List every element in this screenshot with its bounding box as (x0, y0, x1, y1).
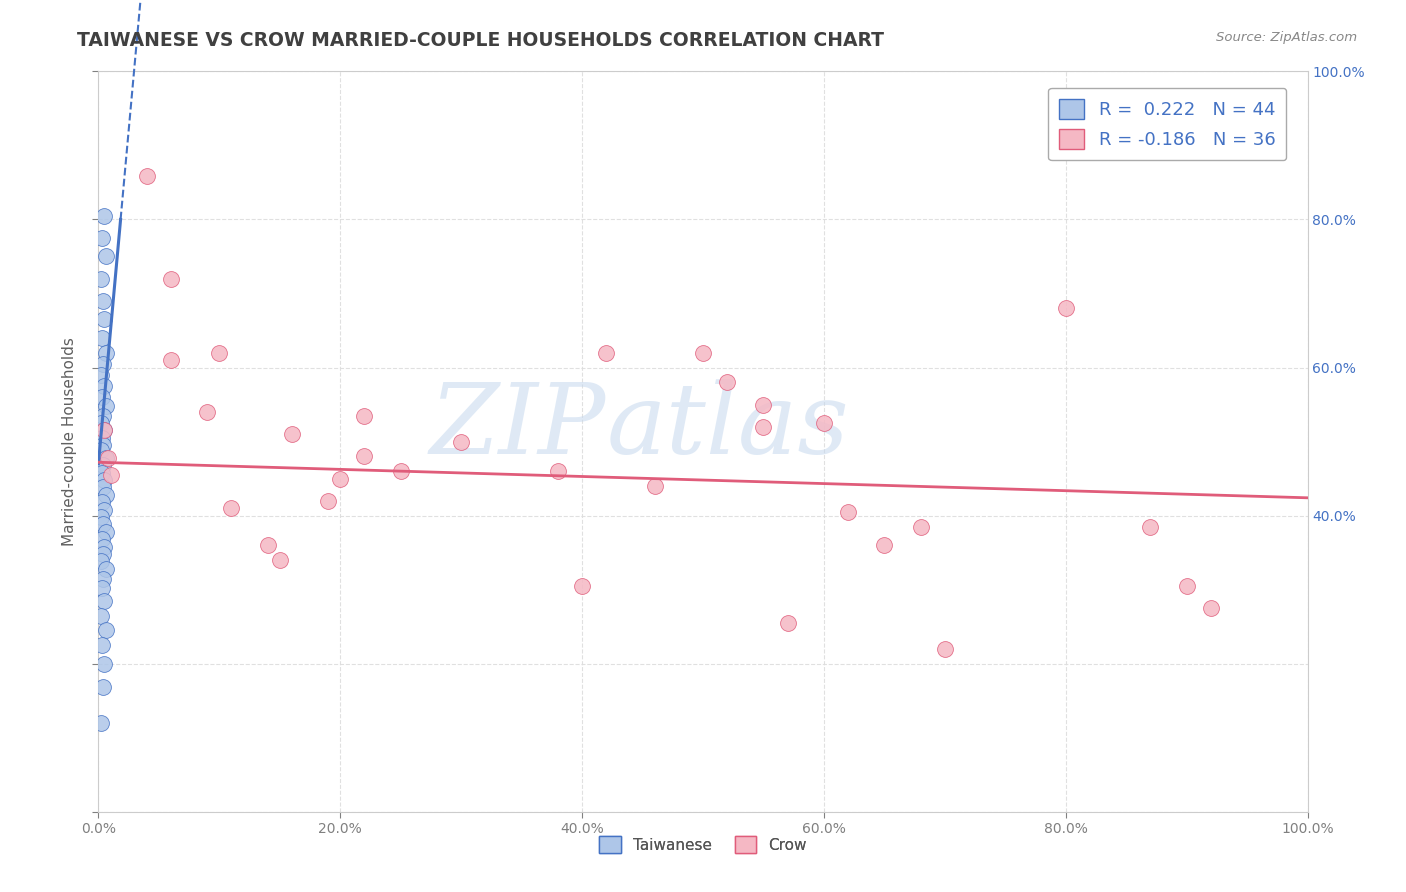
Point (595, 345, 617, 359)
Point (90, 554, 112, 568)
Point (93, 502, 115, 516)
Point (93, 540, 115, 554)
Point (389, 464, 412, 478)
Point (90, 368, 112, 382)
Point (1139, 519, 1161, 533)
Point (91, 231, 114, 245)
Point (91, 293, 114, 308)
Point (94, 345, 117, 359)
Point (90, 715, 112, 730)
Point (93, 424, 115, 438)
Point (90, 443, 112, 458)
Point (547, 464, 569, 478)
Text: Source: ZipAtlas.com: Source: ZipAtlas.com (1216, 31, 1357, 45)
Point (91, 517, 114, 532)
Point (93, 657, 115, 671)
Point (94, 450, 117, 465)
Point (813, 416, 835, 430)
Point (91, 331, 114, 345)
Text: atlas: atlas (606, 379, 849, 475)
Point (716, 376, 738, 390)
Point (1199, 601, 1222, 615)
Point (571, 579, 593, 593)
Point (90, 271, 112, 285)
Point (281, 427, 304, 442)
Point (91, 572, 114, 586)
Point (873, 538, 896, 552)
Point (94, 562, 117, 576)
Text: ZIP: ZIP (430, 379, 606, 475)
Point (93, 379, 115, 393)
Point (91, 466, 114, 480)
Point (91, 495, 114, 509)
Point (90, 416, 112, 430)
Point (160, 271, 183, 285)
Text: TAIWANESE VS CROW MARRIED-COUPLE HOUSEHOLDS CORRELATION CHART: TAIWANESE VS CROW MARRIED-COUPLE HOUSEHO… (77, 31, 884, 50)
Point (97, 450, 120, 465)
Point (692, 345, 714, 359)
Point (644, 479, 666, 493)
Point (329, 471, 352, 485)
Y-axis label: Married-couple Households: Married-couple Households (62, 337, 77, 546)
Point (208, 345, 231, 359)
Point (91, 533, 114, 547)
Point (90, 608, 112, 623)
Point (91, 480, 114, 494)
Point (91, 357, 114, 371)
Point (94, 624, 117, 638)
Point (752, 419, 775, 434)
Point (90, 510, 112, 524)
Point (91, 681, 114, 695)
Point (752, 398, 775, 412)
Point (135, 169, 157, 184)
Point (91, 390, 114, 404)
Point (256, 538, 278, 552)
Point (93, 593, 115, 607)
Point (94, 488, 117, 502)
Point (316, 493, 339, 508)
Point (94, 524, 117, 539)
Point (91, 409, 114, 423)
Point (91, 547, 114, 561)
Point (776, 615, 799, 630)
Point (1054, 301, 1077, 316)
Point (837, 505, 859, 519)
Point (93, 312, 115, 326)
Point (94, 250, 117, 264)
Point (93, 209, 115, 223)
Point (450, 434, 472, 449)
Point (91, 438, 114, 452)
Point (1175, 579, 1198, 593)
Point (94, 399, 117, 413)
Point (221, 501, 243, 516)
Point (93, 424, 115, 438)
Point (91, 431, 114, 445)
Point (100, 467, 122, 482)
Legend: Taiwanese, Crow: Taiwanese, Crow (593, 830, 813, 860)
Point (91, 581, 114, 595)
Point (91, 638, 114, 652)
Point (353, 450, 375, 464)
Point (93, 473, 115, 487)
Point (160, 353, 183, 368)
Point (91, 458, 114, 473)
Point (353, 409, 375, 423)
Point (269, 553, 291, 567)
Point (910, 519, 932, 533)
Point (195, 405, 218, 419)
Point (934, 641, 956, 656)
